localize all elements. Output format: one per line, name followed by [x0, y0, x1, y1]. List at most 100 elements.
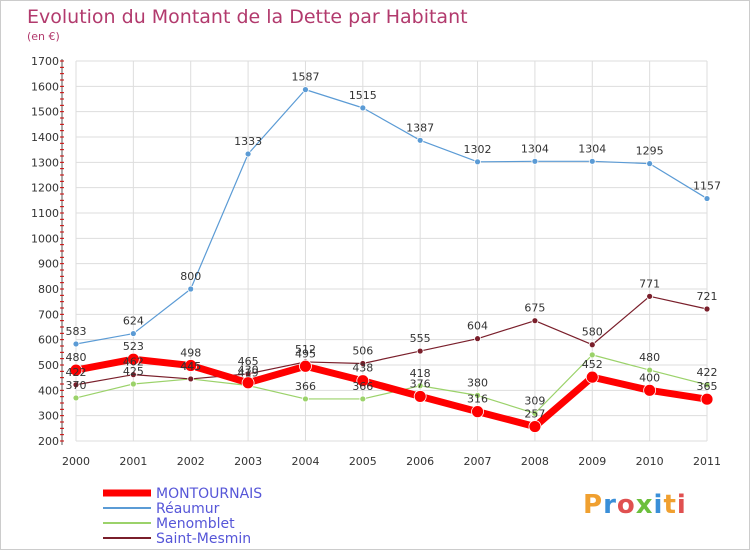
data-point: [302, 86, 309, 94]
series-line-réaumur: [75, 89, 708, 345]
data-point: [474, 158, 481, 166]
y-tick-label: 600: [38, 334, 59, 347]
data-label: 452: [582, 358, 603, 371]
data-label: 366: [352, 380, 373, 393]
chart-subtitle: (en €): [27, 30, 60, 43]
data-point: [129, 330, 137, 337]
data-label: 418: [410, 367, 431, 380]
y-tick-label: 1300: [31, 156, 59, 169]
data-label: 624: [123, 315, 144, 328]
legend-label: MONTOURNAIS: [156, 486, 262, 502]
data-point: [299, 359, 312, 373]
y-tick-label: 800: [38, 283, 59, 296]
data-label: 422: [66, 366, 87, 379]
data-label: 1387: [406, 121, 434, 134]
data-label: 1157: [693, 180, 721, 193]
data-point: [646, 366, 654, 374]
data-label: 380: [467, 376, 488, 389]
data-point: [585, 370, 599, 384]
series-line-saint-mesmin: [75, 295, 708, 386]
y-tick-label: 1600: [31, 80, 59, 93]
x-tick-label: 2008: [521, 455, 549, 468]
x-tick-label: 2006: [406, 455, 434, 468]
data-label: 425: [123, 365, 144, 378]
series-line-montournais: [75, 355, 708, 431]
y-tick-label: 300: [38, 410, 59, 423]
data-point: [72, 394, 80, 402]
data-point: [531, 157, 539, 165]
data-point: [359, 395, 367, 403]
data-point: [302, 395, 309, 403]
legend-label: Menomblet: [156, 516, 235, 532]
data-point: [129, 371, 137, 379]
series-line-menomblet: [75, 354, 708, 414]
data-label: 465: [238, 355, 259, 368]
data-label: 512: [295, 343, 316, 356]
x-tick-label: 2003: [234, 455, 262, 468]
y-tick-label: 1400: [31, 131, 59, 144]
data-point: [471, 405, 484, 419]
data-point: [72, 381, 80, 389]
data-label: 365: [697, 380, 718, 393]
data-point: [588, 341, 596, 349]
chart-title: Evolution du Montant de la Dette par Hab…: [27, 6, 468, 28]
x-tick-label: 2005: [349, 455, 377, 468]
logo-letter: t: [663, 490, 677, 520]
data-point: [356, 374, 370, 388]
data-label: 480: [66, 351, 87, 364]
data-point: [184, 359, 198, 372]
y-tick-label: 200: [38, 435, 59, 448]
data-label: 498: [180, 347, 201, 360]
data-label: 462: [123, 356, 144, 369]
data-point: [646, 160, 654, 168]
data-point: [241, 376, 255, 390]
logo-letter: i: [676, 490, 687, 520]
x-tick-label: 2009: [578, 455, 606, 468]
y-tick-label: 1000: [31, 232, 59, 245]
data-label: 1515: [349, 89, 377, 102]
data-label: 495: [295, 347, 316, 360]
data-label: 583: [66, 325, 87, 338]
y-tick-label: 1700: [31, 55, 59, 68]
data-label: 370: [66, 379, 87, 392]
data-point: [126, 352, 140, 366]
data-label: 675: [524, 302, 545, 315]
data-label: 1333: [234, 135, 262, 148]
data-point: [359, 360, 367, 367]
data-label: 721: [697, 290, 718, 303]
y-tick-label: 700: [38, 308, 59, 321]
data-label: 1304: [521, 142, 549, 155]
x-tick-label: 2001: [119, 455, 147, 468]
data-point: [244, 150, 252, 158]
data-label: 506: [352, 344, 373, 357]
data-point: [187, 375, 195, 383]
x-tick-label: 2010: [636, 455, 664, 468]
data-label: 257: [524, 408, 545, 421]
y-tick-label: 1100: [31, 207, 59, 220]
data-point: [474, 335, 481, 343]
data-point: [646, 292, 654, 300]
data-label: 1304: [578, 142, 606, 155]
x-tick-label: 2004: [291, 455, 319, 468]
logo-letter: x: [635, 490, 654, 520]
y-tick-label: 1200: [31, 182, 59, 195]
data-point: [588, 351, 596, 359]
data-point: [703, 381, 711, 389]
data-label: 445: [180, 360, 201, 373]
data-label: 1295: [636, 145, 664, 158]
data-point: [416, 382, 424, 390]
y-tick-label: 1500: [31, 106, 59, 119]
data-point: [69, 363, 83, 377]
data-point: [187, 285, 195, 293]
logo-letter: P: [583, 490, 604, 520]
proxiti-logo: Proxiti: [583, 490, 687, 520]
data-point: [416, 136, 424, 144]
data-point: [129, 380, 137, 388]
data-point: [416, 347, 424, 355]
data-point: [643, 383, 657, 397]
legend-label: Saint-Mesmin: [156, 531, 251, 547]
data-point: [528, 420, 542, 433]
data-point: [703, 195, 711, 202]
